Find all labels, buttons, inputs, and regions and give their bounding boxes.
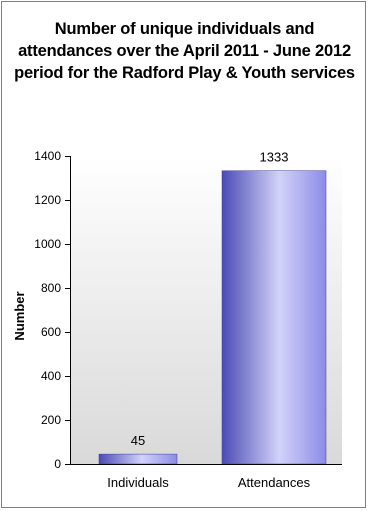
y-tick-label: 600 <box>41 325 61 339</box>
y-tick-label: 1000 <box>34 237 61 251</box>
y-tick-label: 1400 <box>34 149 61 163</box>
chart-title: Number of unique individuals and attenda… <box>14 20 355 82</box>
y-tick-label: 800 <box>41 281 61 295</box>
y-axis-label: Number <box>12 291 27 340</box>
y-tick-label: 400 <box>41 369 61 383</box>
y-tick-label: 0 <box>54 457 61 471</box>
y-tick-label: 200 <box>41 413 61 427</box>
data-label: 45 <box>131 433 145 448</box>
bar-individuals <box>98 453 178 465</box>
x-tick-label: Individuals <box>107 475 169 490</box>
data-label: 1333 <box>260 150 289 165</box>
bar-attendances <box>221 170 327 465</box>
y-tick-label: 1200 <box>34 193 61 207</box>
x-tick-label: Attendances <box>238 475 311 490</box>
